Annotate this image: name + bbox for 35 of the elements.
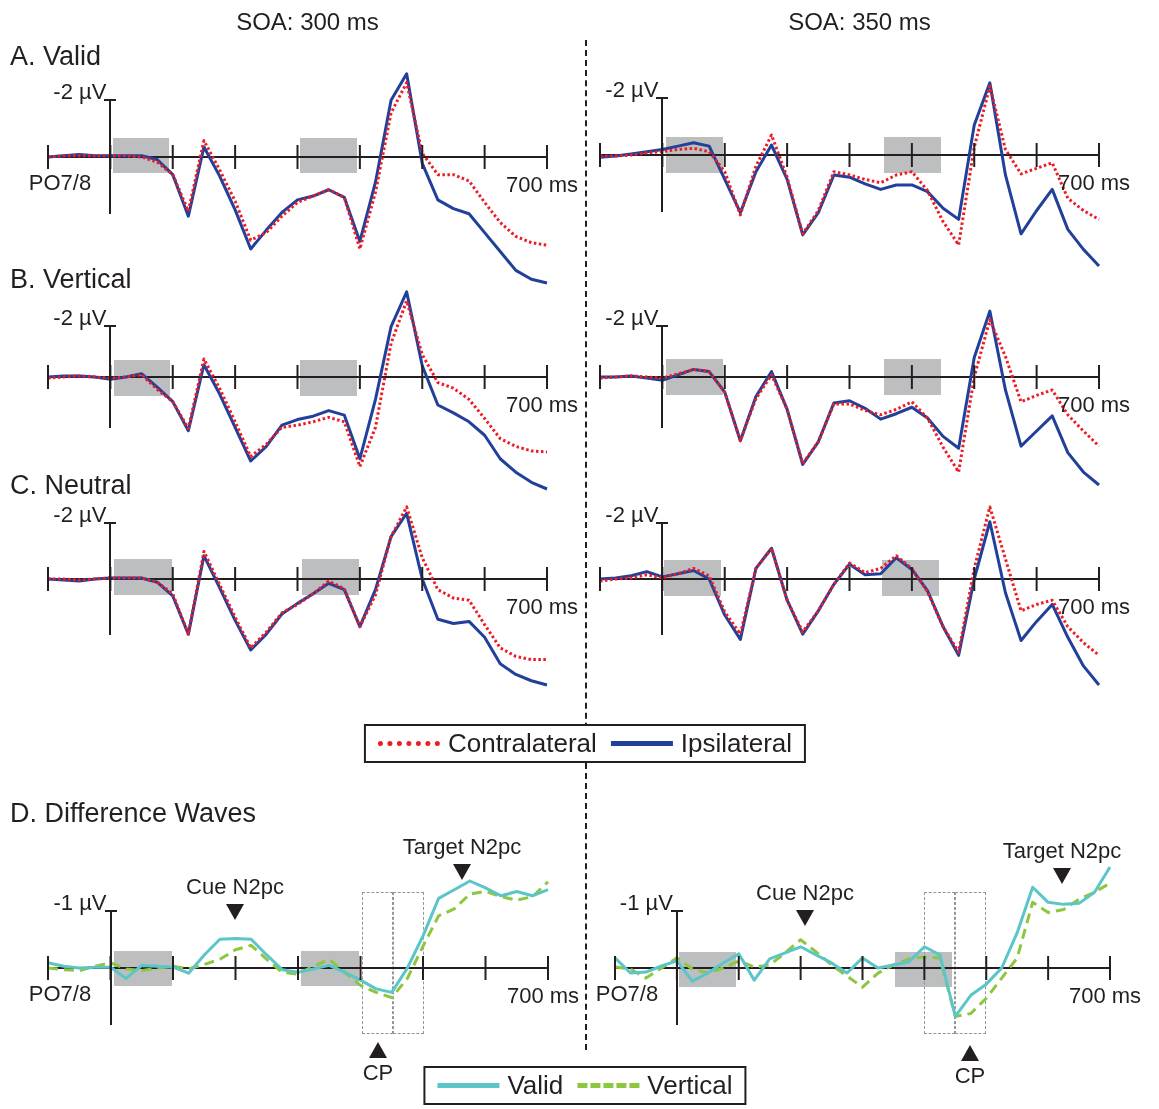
- text: Target N2pc: [1002, 838, 1122, 864]
- annotation: -2 µV: [53, 305, 107, 331]
- annotation: 700 ms: [505, 172, 579, 198]
- chart-title: C. Neutral: [10, 470, 132, 501]
- annotation: Cue N2pc: [186, 874, 284, 900]
- annotation: -2 µV: [53, 502, 107, 528]
- text: Target N2pc: [402, 834, 522, 860]
- legend-label: Ipsilateral: [680, 728, 793, 759]
- annotation: 700 ms: [1057, 594, 1131, 620]
- chart-title: A. Valid: [10, 41, 102, 72]
- annotation: -1 µV: [619, 890, 674, 916]
- annotation: -2 µV: [605, 77, 659, 103]
- annotation: Cue N2pc: [756, 880, 854, 906]
- legend-label: Valid: [507, 1070, 564, 1101]
- annotation: 700 ms: [506, 983, 580, 1009]
- text: CP: [954, 1063, 986, 1089]
- chart-title: B. Vertical: [10, 264, 132, 295]
- annotation: -2 µV: [605, 502, 659, 528]
- chart-title: D. Difference Waves: [10, 798, 257, 829]
- chart-subtitle: SOA: 350 ms: [788, 8, 931, 36]
- legend-label: Contralateral: [447, 728, 597, 759]
- text: CP: [362, 1060, 394, 1086]
- annotation: 700 ms: [1057, 392, 1131, 418]
- annotation: PO7/8: [28, 170, 92, 196]
- annotation: PO7/8: [595, 981, 659, 1007]
- annotation: -2 µV: [605, 305, 659, 331]
- legend-label: Vertical: [647, 1070, 733, 1101]
- annotation: 700 ms: [505, 594, 579, 620]
- annotation: -2 µV: [53, 79, 107, 105]
- annotation: -1 µV: [53, 890, 107, 916]
- annotation: 700 ms: [1068, 983, 1142, 1009]
- annotation: 700 ms: [505, 392, 579, 418]
- annotation: 700 ms: [1057, 170, 1131, 196]
- chart-subtitle: SOA: 300 ms: [236, 8, 379, 36]
- annotation: PO7/8: [28, 981, 92, 1007]
